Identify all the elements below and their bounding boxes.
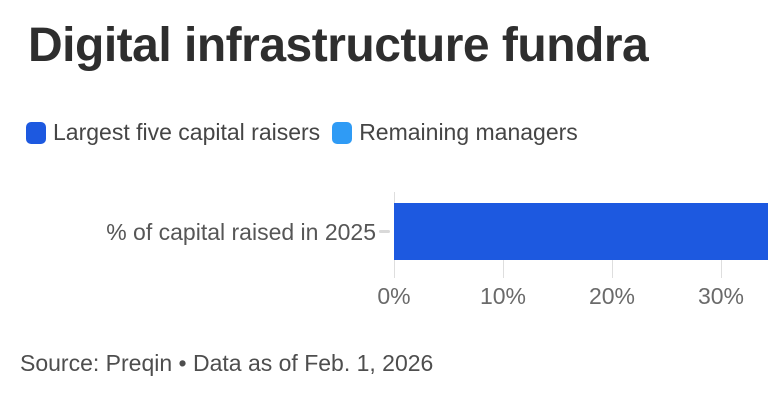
axis-tick-line xyxy=(720,260,722,278)
legend-label: Largest five capital raisers xyxy=(53,119,321,145)
legend-swatch-icon xyxy=(26,121,46,144)
legend-item-1: Remaining managers xyxy=(332,119,578,146)
axis-tick-label: 10% xyxy=(479,283,527,309)
axis-tick-label: 0% xyxy=(377,283,411,309)
legend-label: Remaining managers xyxy=(359,119,578,145)
legend-item-0: Largest five capital raisers xyxy=(26,119,320,146)
axis-tick-label: 20% xyxy=(588,283,636,309)
label-leader-line xyxy=(379,230,390,233)
axis-tick-line xyxy=(502,260,504,278)
legend: Largest five capital raisers Remaining ma… xyxy=(26,119,578,146)
legend-swatch-icon xyxy=(332,121,353,144)
axis-tick-label: 30% xyxy=(697,283,745,309)
chart-title: Digital infrastructure fundra xyxy=(28,19,649,72)
source-note: Source: Preqin • Data as of Feb. 1, 2026 xyxy=(20,350,434,376)
axis-tick-line xyxy=(611,260,613,278)
category-label: % of capital raised in 2025 xyxy=(106,219,376,245)
bar-largest-five-capital-raisers xyxy=(394,203,768,260)
